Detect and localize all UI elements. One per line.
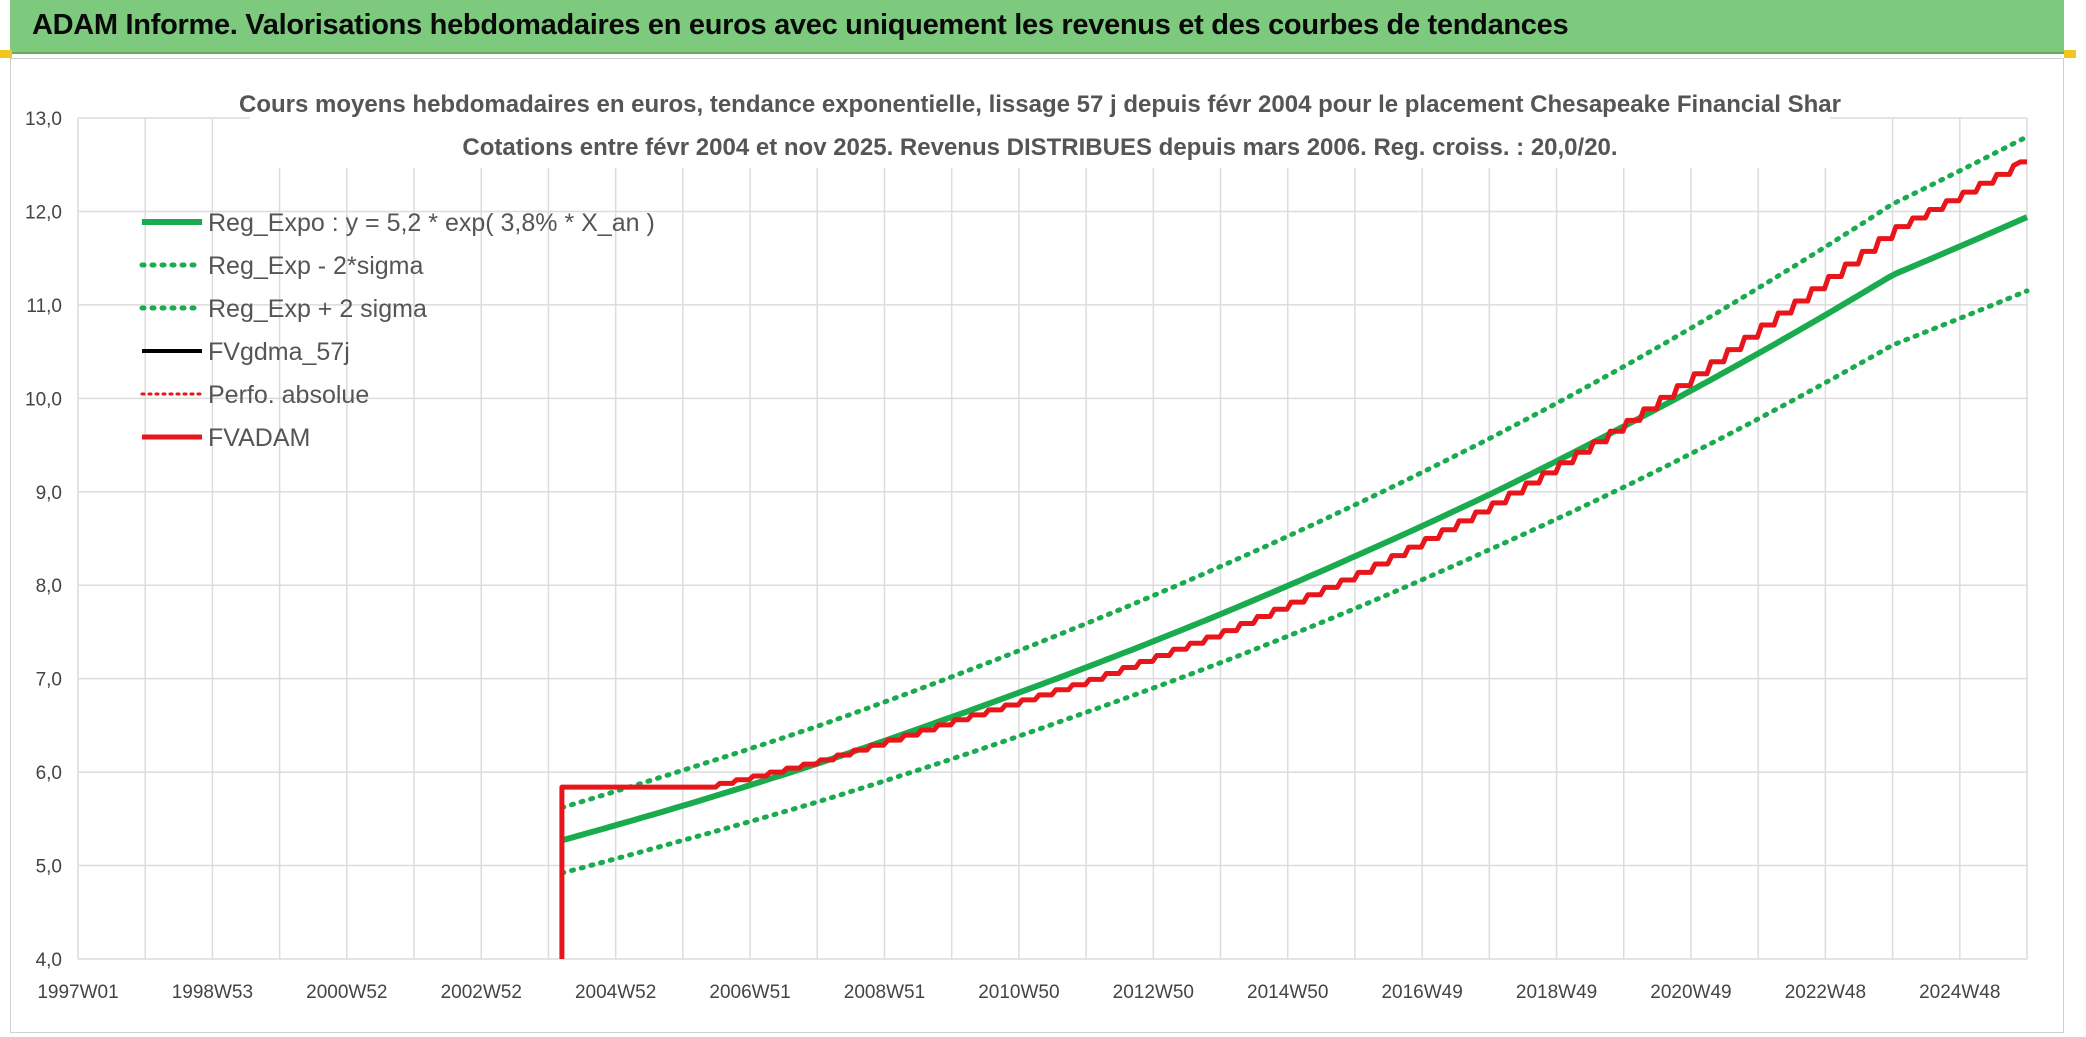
x-tick-label: 2022W48	[1785, 982, 1866, 1003]
report-title: ADAM Informe. Valorisations hebdomadaire…	[32, 9, 1569, 41]
series-line-reg-expo-y-5-2-exp-3-8-x-an	[561, 214, 2029, 844]
y-tick-label: 7,0	[36, 670, 62, 691]
x-tick-label: 2002W52	[441, 982, 522, 1003]
y-tick-label: 9,0	[36, 483, 62, 504]
corner-accent-left	[0, 50, 12, 58]
x-tick-label: 2004W52	[575, 982, 656, 1003]
series-line-perfo-absolue	[560, 160, 2022, 789]
series-line-fvgdma-57j	[561, 160, 2022, 789]
x-tick-label: 1997W01	[37, 982, 118, 1003]
y-tick-label: 12,0	[25, 202, 62, 223]
legend-label: Reg_Expo : y = 5,2 * exp( 3,8% * X_an )	[208, 209, 655, 237]
chart-title-block: Cours moyens hebdomadaires en euros, ten…	[239, 82, 1841, 168]
chart-title-line-2: Cotations entre févr 2004 et nov 2025. R…	[462, 134, 1617, 161]
x-tick-label: 2012W50	[1113, 982, 1194, 1003]
tick-labels: 4,0 5,0 6,0 7,0 8,0 9,0 10,0 11,0 12,0 13,0 1997W0…	[25, 109, 2000, 1003]
y-tick-label: 11,0	[26, 296, 62, 317]
y-tick-label: 4,0	[36, 950, 62, 971]
series-line-fvadam	[559, 159, 2027, 959]
legend-label: Reg_Exp + 2 sigma	[208, 295, 427, 323]
chart-frame	[10, 58, 2064, 1033]
x-tick-label: 2020W49	[1650, 982, 1731, 1003]
corner-accent-right	[2064, 50, 2076, 58]
x-tick-label: 2018W49	[1516, 982, 1597, 1003]
legend: Reg_Expo : y = 5,2 * exp( 3,8% * X_an ) R…	[139, 209, 655, 452]
legend-label: Perfo. absolue	[208, 381, 369, 409]
x-tick-label: 2024W48	[1919, 982, 2000, 1003]
legend-label: FVgdma_57j	[208, 338, 350, 366]
x-tick-label: 2000W52	[306, 982, 387, 1003]
series-line-reg-exp-2-sigma	[559, 134, 2030, 811]
x-tick-label: 2006W51	[709, 982, 790, 1003]
grid	[77, 117, 2028, 960]
x-tick-label: 2014W50	[1247, 982, 1328, 1003]
series-lines	[559, 134, 2030, 959]
y-tick-label: 5,0	[36, 857, 62, 878]
report-banner: ADAM Informe. Valorisations hebdomadaire…	[10, 0, 2064, 54]
x-tick-label: 2008W51	[844, 982, 925, 1003]
y-tick-label: 10,0	[25, 389, 62, 410]
legend-label: Reg_Exp - 2*sigma	[208, 252, 423, 280]
y-tick-label: 13,0	[25, 109, 62, 130]
x-tick-label: 2010W50	[978, 982, 1059, 1003]
x-tick-label: 2016W49	[1381, 982, 1462, 1003]
y-tick-label: 6,0	[36, 763, 62, 784]
x-tick-label: 1998W53	[172, 982, 253, 1003]
chart-title-line-1: Cours moyens hebdomadaires en euros, ten…	[239, 91, 1841, 118]
y-tick-label: 8,0	[36, 576, 62, 597]
series-line-reg-exp-2-sigma	[559, 288, 2030, 876]
legend-label: FVADAM	[208, 424, 310, 452]
title-background	[250, 82, 1830, 168]
